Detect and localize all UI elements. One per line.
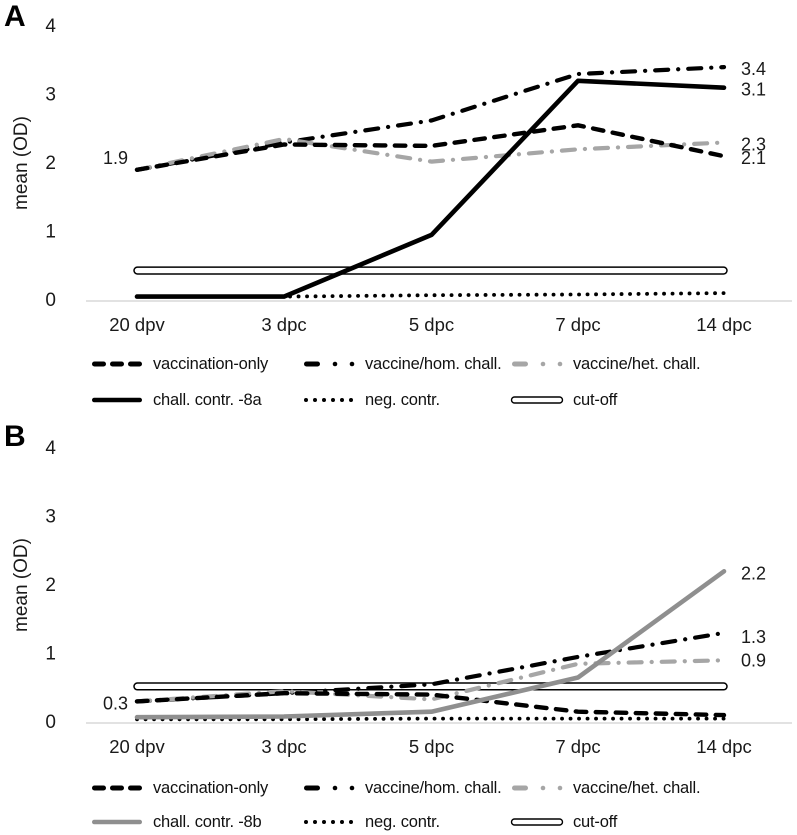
- legend-label: vaccine/hom. chall.: [365, 354, 502, 373]
- panel-a: A 0 1 2 3 4 mean (OD) 20 dpv 3 dpc 5 dpc 7 dpc 14 …: [4, 0, 792, 412]
- chall-contr-8b-line-sample-icon: [92, 819, 142, 825]
- panel-a-chart: 0 1 2 3 4 mean (OD) 20 dpv 3 dpc 5 dpc 7 dpc 14 dp…: [11, 16, 792, 335]
- x-tick-label: 5 dpc: [409, 314, 454, 335]
- data-label: 0.3: [103, 693, 128, 713]
- y-tick-label: 4: [45, 438, 56, 459]
- legend-item-neg-contr: neg. contr.: [302, 810, 440, 834]
- panel-a-label: A: [4, 0, 26, 33]
- series-line-vaccine-het-chall: [134, 136, 727, 172]
- y-axis-title: mean (OD): [11, 116, 32, 210]
- y-tick-label: 0: [45, 290, 56, 311]
- x-tick-label: 3 dpc: [261, 314, 306, 335]
- data-label: 1.3: [741, 627, 766, 647]
- chall-contr-8a-line-sample-icon: [92, 397, 142, 403]
- data-label: 0.9: [741, 650, 766, 670]
- series-line-chall-contr-8a: [134, 78, 727, 299]
- legend-item-vaccine-hom-chall: vaccine/hom. chall.: [302, 352, 502, 376]
- x-tick-label: 5 dpc: [409, 736, 454, 757]
- legend-item-vaccination-only: vaccination-only: [90, 352, 268, 376]
- x-tick-label: 3 dpc: [261, 736, 306, 757]
- legend-item-cut-off: cut-off: [510, 388, 617, 412]
- legend-label: cut-off: [573, 812, 618, 831]
- x-tick-label: 7 dpc: [555, 736, 600, 757]
- x-tick-label: 7 dpc: [555, 314, 600, 335]
- data-label: 3.1: [741, 80, 766, 100]
- legend-label: vaccination-only: [153, 778, 269, 797]
- legend-label: cut-off: [573, 390, 618, 409]
- y-tick-label: 2: [45, 153, 56, 174]
- legend-label: chall. contr. -8b: [153, 812, 262, 831]
- series-line-cut-off: [133, 682, 728, 691]
- legend-label: vaccination-only: [153, 354, 269, 373]
- y-tick-label: 1: [45, 222, 56, 243]
- x-tick-label: 20 dpv: [109, 736, 165, 757]
- neg-contr-line-sample-icon: [304, 398, 353, 402]
- x-tick-label: 14 dpc: [696, 736, 752, 757]
- series-line-vaccine-het-chall: [134, 658, 727, 704]
- legend-label: neg. contr.: [365, 390, 440, 409]
- legend-item-cut-off: cut-off: [510, 810, 617, 834]
- data-label: 1.9: [103, 148, 128, 168]
- series-line-chall-contr-8b: [134, 569, 727, 720]
- y-tick-label: 0: [45, 712, 56, 733]
- x-tick-label: 14 dpc: [696, 314, 752, 335]
- vaccination-only-line-sample-icon: [92, 785, 142, 791]
- data-label: 2.1: [741, 148, 766, 168]
- x-tick-label: 20 dpv: [109, 314, 165, 335]
- legend-item-vaccine-hom-chall: vaccine/hom. chall.: [302, 776, 502, 800]
- legend-item-vaccine-het-chall: vaccine/het. chall.: [510, 776, 701, 800]
- series-line-vaccination-only: [134, 123, 727, 173]
- legend-item-vaccination-only: vaccination-only: [90, 776, 268, 800]
- y-tick-label: 1: [45, 644, 56, 665]
- legend-label: chall. contr. -8a: [153, 390, 262, 409]
- panel-b-label: B: [4, 420, 26, 453]
- cut-off-line-sample-icon: [510, 396, 564, 404]
- data-label: 3.4: [741, 59, 766, 79]
- series-line-vaccination-only: [134, 691, 727, 718]
- vaccine-het-chall-line-sample-icon: [512, 361, 563, 367]
- y-tick-label: 3: [45, 85, 56, 106]
- vaccination-only-line-sample-icon: [92, 361, 142, 367]
- neg-contr-line-sample-icon: [304, 820, 353, 824]
- data-label: 2.2: [741, 563, 766, 583]
- vaccine-hom-chall-line-sample-icon: [304, 361, 355, 367]
- vaccine-het-chall-line-sample-icon: [512, 785, 563, 791]
- panel-b: B 0 1 2 3 4 mean (OD) 20 dpv 3 dpc 5 dpc 7 dpc 14 …: [0, 420, 797, 835]
- panel-b-chart: 0 1 2 3 4 mean (OD) 20 dpv 3 dpc 5 dpc 7 dpc 14 dp…: [11, 438, 792, 757]
- legend-item-neg-contr: neg. contr.: [302, 388, 440, 412]
- legend-label: vaccine/hom. chall.: [365, 778, 502, 797]
- series-line-cut-off: [133, 266, 728, 275]
- legend-label: vaccine/het. chall.: [573, 354, 701, 373]
- legend-label: neg. contr.: [365, 812, 440, 831]
- vaccine-hom-chall-line-sample-icon: [304, 785, 355, 791]
- legend-item-chall-contr-8a: chall. contr. -8a: [90, 388, 262, 412]
- legend-item-chall-contr-8b: chall. contr. -8b: [90, 810, 262, 834]
- y-tick-label: 3: [45, 507, 56, 528]
- y-tick-label: 4: [45, 16, 56, 37]
- cut-off-line-sample-icon: [510, 818, 564, 826]
- legend-item-vaccine-het-chall: vaccine/het. chall.: [510, 352, 701, 376]
- y-tick-label: 2: [45, 575, 56, 596]
- series-line-vaccine-hom-chall: [134, 630, 727, 704]
- data-label: 2.3: [741, 134, 766, 154]
- legend-label: vaccine/het. chall.: [573, 778, 701, 797]
- y-axis-title: mean (OD): [11, 538, 32, 632]
